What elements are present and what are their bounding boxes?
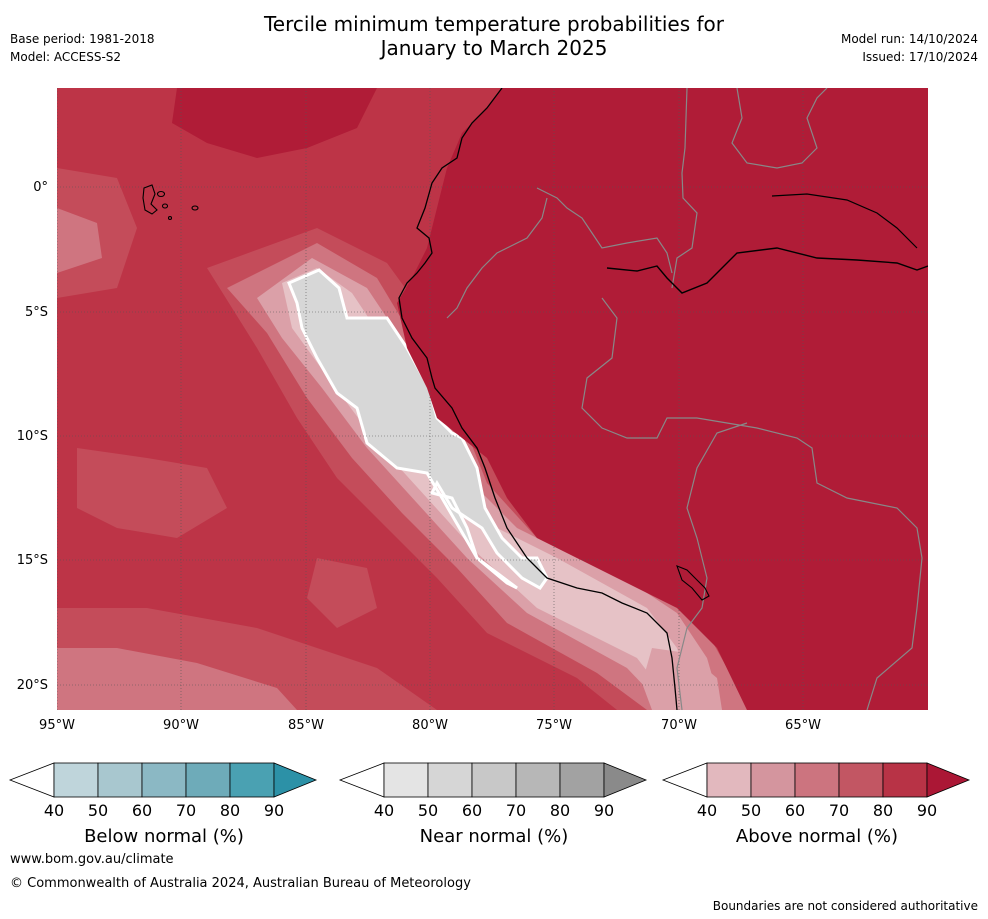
tick: 50 [417,801,439,820]
tick: 50 [87,801,109,820]
colorbar-bin [229,762,275,798]
colorbar-bin [53,762,99,798]
tick: 90 [593,801,615,820]
lon-label-65w: 65°W [785,718,821,733]
tick: 60 [784,801,806,820]
above-90-region-land [397,88,928,710]
colorbar-bin [141,762,187,798]
colorbar-bin [750,762,796,798]
colorbar-bin [185,762,231,798]
colorbar-min-extend [661,762,708,798]
galapagos-islands [142,184,199,221]
tick: 80 [549,801,571,820]
above-60-region-west [57,208,102,273]
page-title: Tercile minimum temperature probabilitie… [0,12,988,60]
lat-label-20s: 20°S [16,678,48,693]
northern-river [771,193,918,249]
colorbar-bin [882,762,928,798]
near-normal-region [289,270,547,588]
tick: 50 [740,801,762,820]
colorbar-min-extend [338,762,385,798]
tick: 70 [828,801,850,820]
colorbar-above-label: Above normal (%) [735,826,899,847]
base-period-text: Base period: 1981-2018 [10,32,155,46]
lat-label-10s: 10°S [16,429,48,444]
tick: 80 [219,801,241,820]
colorbar-bin [427,762,473,798]
colorbar-bin [838,762,884,798]
lon-label-90w: 90°W [163,718,199,733]
above-50-region-south [642,648,722,710]
website-text: www.bom.gov.au/climate [10,852,174,867]
colorbar-bin [794,762,840,798]
lon-label-75w: 75°W [536,718,572,733]
amazon-river [606,247,928,294]
lon-label-80w: 80°W [412,718,448,733]
tick: 80 [872,801,894,820]
tick: 70 [505,801,527,820]
lat-label-0: 0° [33,180,48,195]
tick: 90 [263,801,285,820]
probability-map [57,88,928,710]
coastline [398,88,678,710]
colorbar-bin [97,762,143,798]
graticule [57,88,928,710]
above-70-region-south [307,558,377,628]
colorbar-above-normal [661,762,971,798]
tick: 90 [916,801,938,820]
tick: 60 [461,801,483,820]
tick: 40 [43,801,65,820]
tick: 70 [175,801,197,820]
model-text: Model: ACCESS-S2 [10,50,122,64]
lon-label-70w: 70°W [661,718,697,733]
above-90-region-north [172,88,377,158]
lat-label-5s: 5°S [24,305,48,320]
lon-label-85w: 85°W [288,718,324,733]
colorbar-max-extend [603,762,648,798]
colorbar-near-label: Near normal (%) [419,826,569,847]
colorbar-bin [559,762,605,798]
colorbar-bin [706,762,752,798]
colorbar-min-extend [8,762,55,798]
colorbar-max-extend [273,762,318,798]
colorbar-above-ticks: 40 50 60 70 80 90 [661,801,973,821]
copyright-text: © Commonwealth of Australia 2024, Austra… [10,876,471,891]
colorbar-max-extend [926,762,971,798]
tick: 60 [131,801,153,820]
colorbar-below-normal [8,762,318,798]
lake-titicaca [676,565,710,601]
colorbar-bin [471,762,517,798]
above-60-region-bottom [57,648,297,710]
issued-text: Issued: 17/10/2024 [862,50,978,64]
above-70-region-southwest [77,448,227,538]
colorbar-near-normal [338,762,648,798]
model-run-text: Model run: 14/10/2024 [840,32,978,46]
lat-label-15s: 15°S [16,553,48,568]
colorbar-near-ticks: 40 50 60 70 80 90 [338,801,650,821]
colorbar-below-label: Below normal (%) [84,826,244,847]
colorbar-bin [515,762,561,798]
disclaimer-text: Boundaries are not considered authoritat… [712,899,978,913]
colorbar-bin [383,762,429,798]
title-line-2: January to March 2025 [380,36,608,60]
title-line-1: Tercile minimum temperature probabilitie… [263,12,725,36]
colorbar-below-ticks: 40 50 60 70 80 90 [8,801,320,821]
tick: 40 [373,801,395,820]
tick: 40 [696,801,718,820]
country-borders [446,88,923,710]
lon-label-95w: 95°W [39,718,75,733]
